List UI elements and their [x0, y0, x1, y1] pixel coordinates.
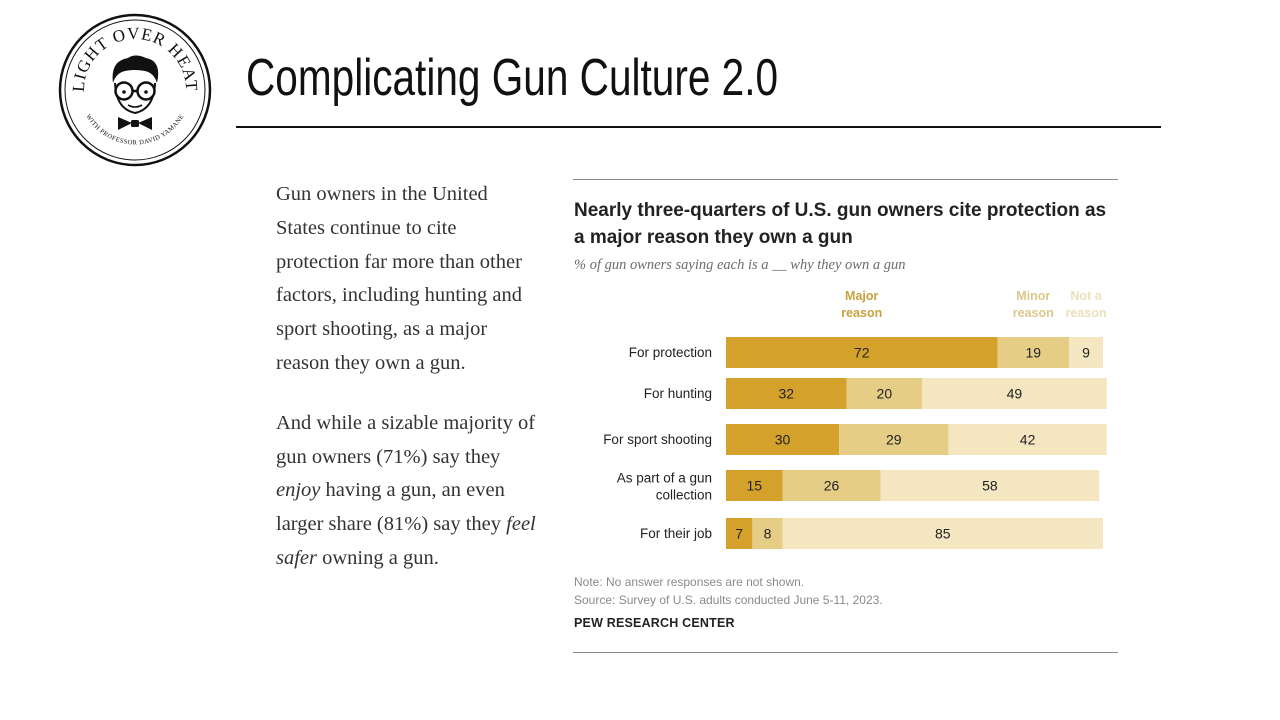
- paragraph-2-text-2: having a gun, an even larger share (81%)…: [276, 479, 507, 536]
- bar-segment-as-part-of-a-gun-collection-major-reason: [726, 470, 783, 501]
- data-label-for-sport-shooting-not-a-reason: 42: [1020, 432, 1036, 448]
- bar-segment-for-hunting-minor-reason: [846, 378, 923, 409]
- legend-label-major-reason: Major reason: [841, 289, 882, 320]
- bar-segment-for-hunting-not-a-reason: [922, 378, 1107, 409]
- bow-tie-icon: [118, 117, 152, 130]
- bar-segment-for-sport-shooting-not-a-reason: [948, 424, 1107, 455]
- body-text: Gun owners in the United States continue…: [276, 178, 536, 576]
- paragraph-2-emphasis-feel-safer: feel safer: [276, 513, 536, 569]
- bar-segment-for-their-job-minor-reason: [752, 518, 783, 549]
- light-over-heat-logo: LIGHT OVER HEAT WITH PROFESSOR DAVID YAM…: [58, 13, 212, 167]
- bar-segment-for-protection-minor-reason: [997, 337, 1070, 368]
- data-label-for-protection-minor-reason: 19: [1025, 345, 1041, 361]
- data-label-for-their-job-minor-reason: 8: [764, 526, 772, 542]
- data-label-as-part-of-a-gun-collection-not-a-reason: 58: [982, 478, 998, 494]
- bar-segment-for-their-job-major-reason: [726, 518, 753, 549]
- bar-segment-as-part-of-a-gun-collection-not-a-reason: [880, 470, 1100, 501]
- chart-notes: Note: No answer responses are not shown.…: [574, 573, 883, 609]
- data-label-for-sport-shooting-major-reason: 30: [775, 432, 791, 448]
- bar-segment-for-protection-major-reason: [726, 337, 998, 368]
- category-label-for-hunting: For hunting: [644, 386, 712, 401]
- data-label-as-part-of-a-gun-collection-major-reason: 15: [746, 478, 762, 494]
- chart-title: Nearly three-quarters of U.S. gun owners…: [574, 200, 1107, 248]
- data-label-for-hunting-not-a-reason: 49: [1007, 386, 1023, 402]
- chart-bottom-rule: [573, 652, 1118, 653]
- title-divider: [236, 126, 1161, 128]
- bar-segment-for-protection-not-a-reason: [1069, 337, 1103, 368]
- chart-top-rule: [573, 179, 1118, 180]
- paragraph-2-emphasis-enjoy: enjoy: [276, 479, 321, 502]
- category-label-for-their-job: For their job: [640, 526, 712, 541]
- chart-subtitle: % of gun owners saying each is a __ why …: [574, 257, 906, 273]
- legend-label-not-a-reason: Not a reason: [1066, 289, 1107, 320]
- caricature-icon: [112, 55, 159, 115]
- bar-segment-for-sport-shooting-minor-reason: [839, 424, 949, 455]
- source-organization: PEW RESEARCH CENTER: [574, 616, 735, 630]
- paragraph-2-text-1: And while a sizable majority of gun owne…: [276, 411, 536, 468]
- bar-segment-for-their-job-not-a-reason: [782, 518, 1103, 549]
- data-label-for-protection-not-a-reason: 9: [1082, 345, 1090, 361]
- chart-source: Source: Survey of U.S. adults conducted …: [574, 593, 883, 607]
- data-label-for-sport-shooting-minor-reason: 29: [886, 432, 902, 448]
- legend-label-minor-reason: Minor reason: [1013, 289, 1054, 320]
- bar-segment-as-part-of-a-gun-collection-minor-reason: [782, 470, 881, 501]
- bar-segment-for-hunting-major-reason: [726, 378, 847, 409]
- paragraph-2-text-3: owning a gun.: [317, 546, 439, 569]
- bar-segment-for-sport-shooting-major-reason: [726, 424, 840, 455]
- body-paragraph-2: And while a sizable majority of gun owne…: [276, 407, 536, 576]
- data-label-as-part-of-a-gun-collection-minor-reason: 26: [824, 478, 840, 494]
- category-label-for-sport-shooting: For sport shooting: [603, 432, 712, 447]
- slide-title: Complicating Gun Culture 2.0: [246, 49, 779, 107]
- data-label-for-protection-major-reason: 72: [854, 345, 870, 361]
- data-label-for-hunting-minor-reason: 20: [877, 386, 893, 402]
- data-label-for-hunting-major-reason: 32: [779, 386, 795, 402]
- data-label-for-their-job-major-reason: 7: [735, 526, 743, 542]
- category-label-as-part-of-a-gun-collection: As part of a gun collection: [617, 471, 712, 503]
- data-label-for-their-job-not-a-reason: 85: [935, 526, 951, 542]
- category-label-for-protection: For protection: [629, 345, 712, 360]
- stacked-bar-chart: Major reason Minor reason Not a reason For pro…: [603, 289, 1107, 549]
- chart-note: Note: No answer responses are not shown.: [574, 575, 805, 589]
- body-paragraph-1: Gun owners in the United States continue…: [276, 183, 522, 374]
